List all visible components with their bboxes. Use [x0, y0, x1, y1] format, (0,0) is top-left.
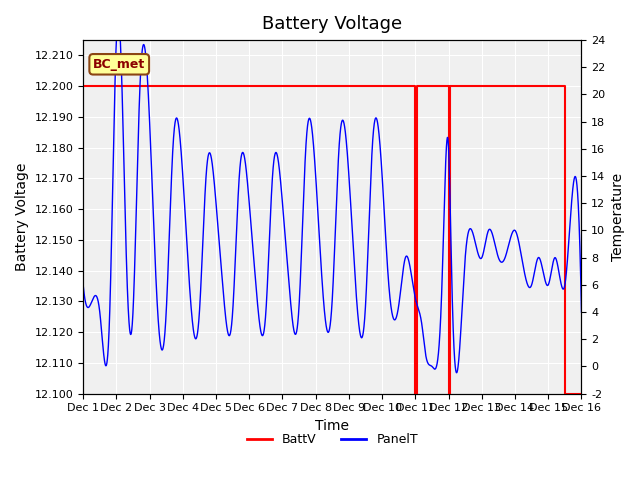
X-axis label: Time: Time — [316, 419, 349, 433]
Y-axis label: Battery Voltage: Battery Voltage — [15, 163, 29, 271]
Y-axis label: Temperature: Temperature — [611, 173, 625, 261]
Text: BC_met: BC_met — [93, 58, 145, 71]
Legend: BattV, PanelT: BattV, PanelT — [242, 428, 423, 451]
Title: Battery Voltage: Battery Voltage — [262, 15, 403, 33]
